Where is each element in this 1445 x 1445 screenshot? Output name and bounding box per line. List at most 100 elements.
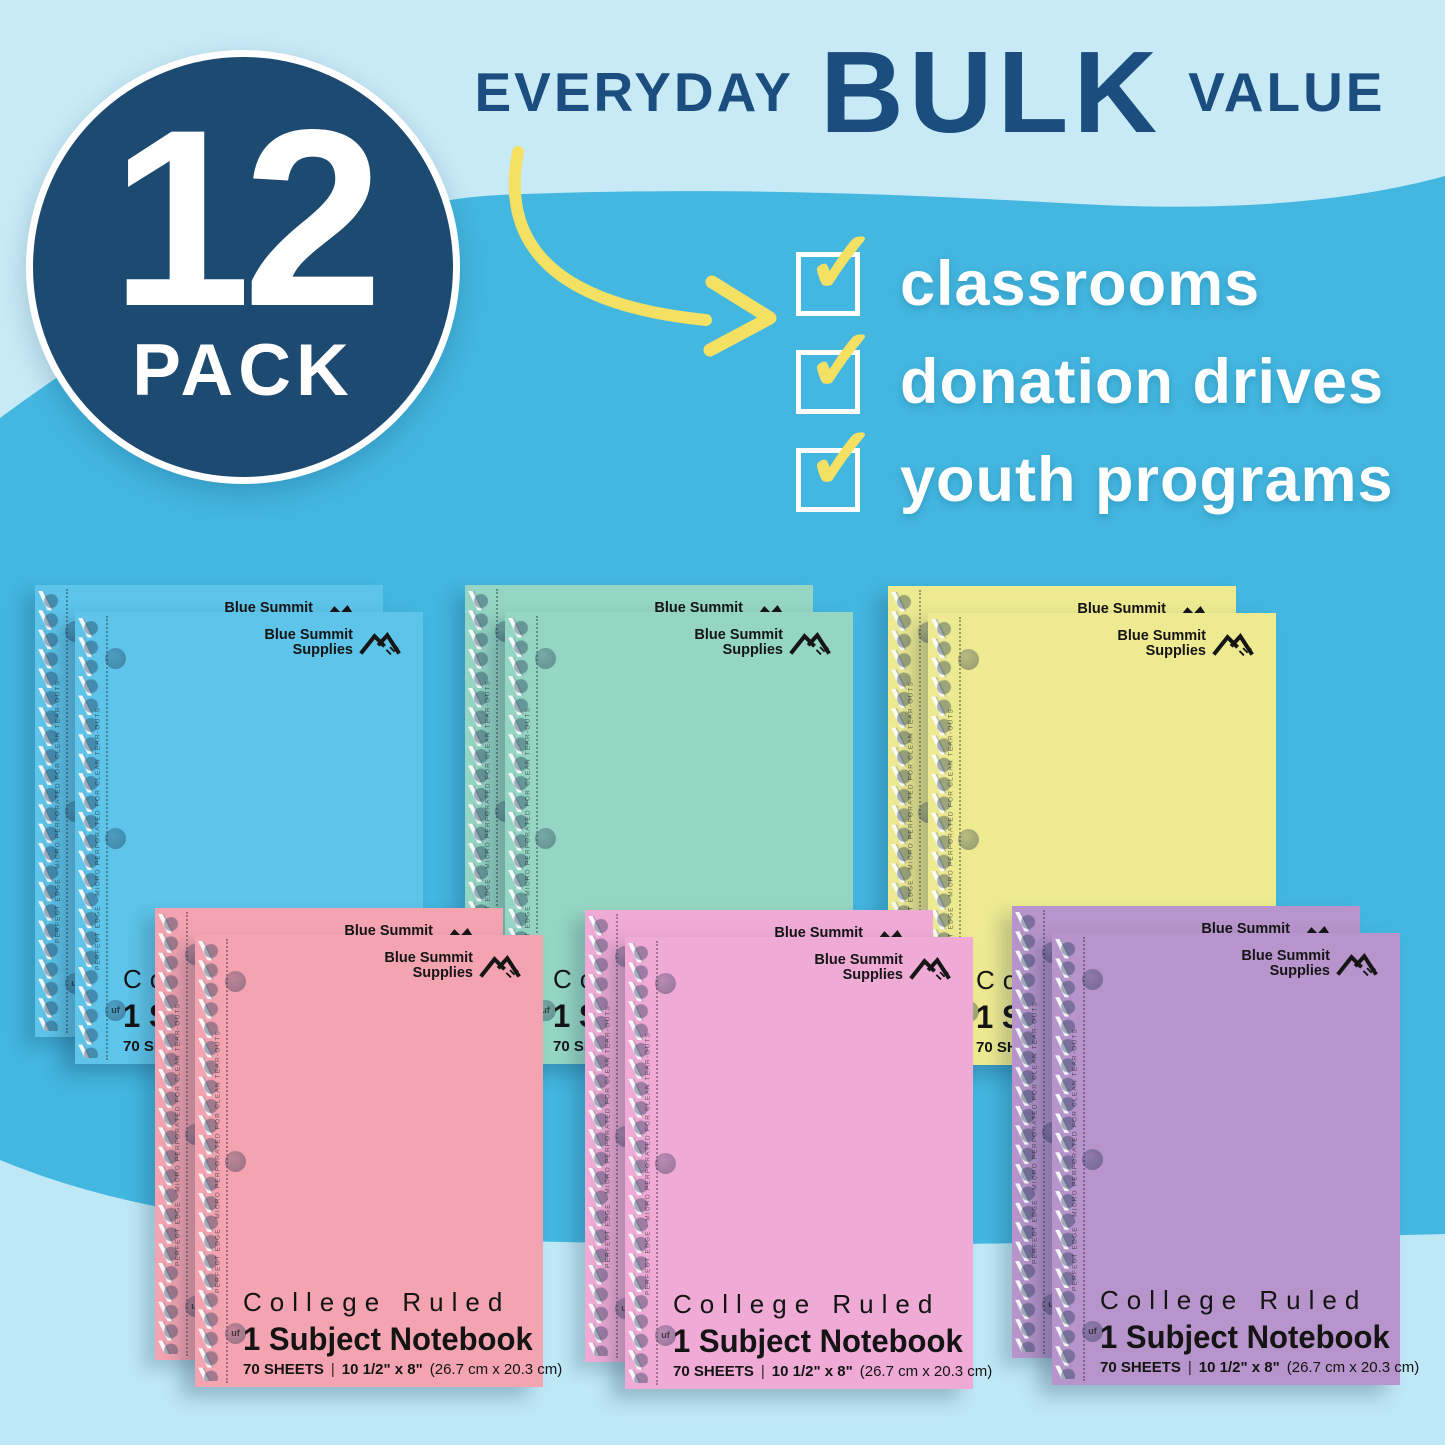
cover-title-block: College Ruled 1 Subject Notebook 70 SHEE… (1100, 1285, 1419, 1376)
brand-name-line2: Supplies (842, 967, 903, 984)
punch-hole-icon (655, 1153, 676, 1174)
perforation-line (616, 914, 618, 1358)
punch-hole-icon (958, 829, 979, 850)
brand-logo: Blue Summit Supplies (264, 627, 401, 659)
cover-title-block: College Ruled 1 Subject Notebook 70 SHEE… (673, 1289, 992, 1380)
perforation-note: PERFECT EDGE - MICRO PERFORATED FOR CLEA… (174, 1002, 182, 1266)
perforation-line (106, 616, 108, 1060)
cover-title-block: College Ruled 1 Subject Notebook 70 SHEE… (243, 1287, 562, 1378)
punch-hole-icon (225, 1151, 246, 1172)
checkmark-icon: ✓ (804, 309, 880, 412)
size-metric: (26.7 cm x 20.3 cm) (429, 1361, 563, 1378)
checkbox-icon: ✓ (796, 217, 880, 316)
size-imperial: 10 1/2" x 8" (341, 1361, 423, 1378)
checkbox-icon: ✓ (796, 413, 880, 512)
brand-name-line1: Blue Summit (1241, 948, 1330, 964)
brand-name-line2: Supplies (722, 642, 783, 659)
specs-divider: | (330, 1361, 335, 1378)
brand-logo: Blue Summit Supplies (814, 952, 951, 984)
perforation-line (919, 590, 921, 1034)
use-cases-checklist: ✓ classrooms ✓ donation drives ✓ youth p… (796, 217, 1394, 516)
brand-name-line1: Blue Summit (774, 925, 863, 941)
sheet-count: 70 SHEETS (1100, 1359, 1181, 1376)
headline-pre: EVERYDAY (474, 61, 794, 123)
brand-name-line1: Blue Summit (1117, 628, 1206, 644)
perforation-note: PERFECT EDGE - MICRO PERFORATED FOR CLEA… (1071, 1027, 1079, 1291)
specs-line: 70 SHEETS | 10 1/2" x 8" (26.7 cm x 20.3… (243, 1361, 562, 1378)
check-label: classrooms (900, 249, 1261, 319)
brand-name-line1: Blue Summit (344, 923, 433, 939)
brand-name-line2: Supplies (412, 965, 473, 982)
headline: EVERYDAY BULK VALUE (430, 22, 1430, 162)
punch-hole-icon (105, 648, 126, 669)
specs-divider: | (760, 1363, 765, 1380)
ruling-label: College Ruled (1100, 1285, 1368, 1315)
punch-hole-icon (1082, 1149, 1103, 1170)
product-name: 1 Subject Notebook (243, 1321, 533, 1357)
perforation-note: PERFECT EDGE - MICRO PERFORATED FOR CLEA… (604, 1004, 612, 1268)
brand-logo: Blue Summit Supplies (694, 627, 831, 659)
spiral-binding-icon (77, 618, 107, 1058)
mountain-logo-icon (909, 956, 951, 980)
mountain-logo-icon (359, 631, 401, 655)
mountain-logo-icon (1336, 952, 1378, 976)
punch-mark: uf (1088, 1326, 1097, 1336)
punch-mark: uf (111, 1005, 120, 1015)
checkbox-icon: ✓ (796, 315, 880, 414)
brand-name-line1: Blue Summit (1201, 921, 1290, 937)
size-metric: (26.7 cm x 20.3 cm) (859, 1363, 993, 1380)
punch-hole-icon (535, 828, 556, 849)
sheet-count: 70 SHEETS (243, 1361, 324, 1378)
product-name: 1 Subject Notebook (1100, 1319, 1390, 1355)
punch-mark: uf (661, 1330, 670, 1340)
mountain-logo-icon (479, 954, 521, 978)
size-imperial: 10 1/2" x 8" (1198, 1359, 1280, 1376)
brand-name-line1: Blue Summit (1077, 601, 1166, 617)
headline-post: VALUE (1188, 61, 1386, 123)
ruling-label: College Ruled (243, 1287, 511, 1317)
checkmark-icon: ✓ (804, 211, 880, 314)
perforation-note: PERFECT EDGE - MICRO PERFORATED FOR CLEA… (54, 679, 62, 943)
pack-count: 12 (110, 77, 383, 359)
check-label: donation drives (900, 347, 1385, 417)
brand-name-line1: Blue Summit (384, 950, 473, 966)
brand-name-line2: Supplies (1269, 963, 1330, 980)
check-row-donation-drives: ✓ donation drives (796, 315, 1394, 418)
notebook-front-cover: PERFECT EDGE - MICRO PERFORATED FOR CLEA… (1052, 933, 1419, 1385)
specs-line: 70 SHEETS | 10 1/2" x 8" (26.7 cm x 20.3… (673, 1363, 992, 1380)
size-imperial: 10 1/2" x 8" (771, 1363, 853, 1380)
perforation-line (186, 912, 188, 1356)
mountain-logo-icon (789, 631, 831, 655)
perforation-line (496, 589, 498, 1033)
perforation-line (536, 616, 538, 1060)
punch-hole-icon (225, 971, 246, 992)
brand-logo: Blue Summit Supplies (384, 950, 521, 982)
punch-mark: uf (541, 1005, 550, 1015)
brand-name-line1: Blue Summit (814, 952, 903, 968)
perforation-note: PERFECT EDGE - MICRO PERFORATED FOR CLEA… (1031, 1000, 1039, 1264)
punch-hole-icon (105, 828, 126, 849)
pack-label: PACK (132, 330, 354, 412)
perforation-note: PERFECT EDGE - MICRO PERFORATED FOR CLEA… (644, 1031, 652, 1295)
brand-name-line1: Blue Summit (694, 627, 783, 643)
pack-count-badge: 12 PACK (26, 50, 460, 484)
perforation-line (1043, 910, 1045, 1354)
brand-name-line2: Supplies (1145, 643, 1206, 660)
punch-mark: uf (231, 1328, 240, 1338)
size-metric: (26.7 cm x 20.3 cm) (1286, 1359, 1420, 1376)
punch-hole-icon (655, 973, 676, 994)
brand-name-line2: Supplies (292, 642, 353, 659)
punch-hole-icon (958, 649, 979, 670)
punch-hole-icon (1082, 969, 1103, 990)
brand-name-line1: Blue Summit (224, 600, 313, 616)
spiral-binding-icon (37, 591, 67, 1031)
headline-emph: BULK (820, 27, 1163, 157)
notebook-stack-orchid: PERFECT EDGE - MICRO PERFORATED FOR CLEA… (585, 910, 992, 1390)
perforation-line (959, 617, 961, 1061)
brand-logo: Blue Summit Supplies (1117, 628, 1254, 660)
product-name: 1 Subject Notebook (673, 1323, 963, 1359)
ruling-label: College Ruled (673, 1289, 941, 1319)
brand-logo: Blue Summit Supplies (1241, 948, 1378, 980)
perforation-note: PERFECT EDGE - MICRO PERFORATED FOR CLEA… (214, 1029, 222, 1293)
